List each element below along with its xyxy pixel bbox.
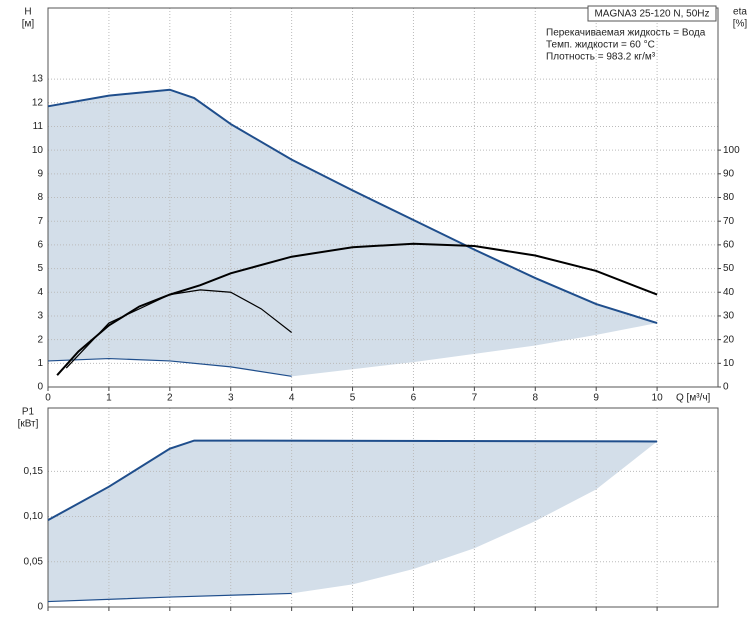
x-tick-label: 10	[652, 393, 664, 404]
y-axis-unit: [м]	[22, 19, 35, 30]
y2-tick-label: 50	[723, 263, 735, 274]
y2-tick-label: 80	[723, 192, 735, 203]
info-text: MAGNA3 25-120 N, 50Hz	[594, 9, 709, 20]
x-tick-label: 2	[167, 393, 173, 404]
curve	[47, 357, 292, 377]
y-tick-label: 3	[37, 311, 43, 322]
y-tick-label: 12	[32, 97, 44, 108]
info-box	[587, 5, 717, 22]
y-tick-label: 0,10	[24, 511, 44, 522]
y-tick-label: 0	[37, 602, 43, 613]
y-tick-label: 6	[37, 240, 43, 251]
curve	[65, 289, 293, 369]
y2-axis-unit: [%]	[733, 19, 748, 30]
y2-axis-label: eta	[733, 7, 747, 18]
y2-tick-label: 90	[723, 168, 735, 179]
x-tick-label: 3	[228, 393, 234, 404]
x-axis-label: Q [м³/ч]	[676, 393, 711, 404]
y-tick-label: 13	[32, 74, 44, 85]
y-tick-label: 7	[37, 216, 43, 227]
plot-frame	[47, 7, 719, 388]
x-tick-label: 0	[45, 393, 51, 404]
y-tick-label: 4	[37, 287, 43, 298]
y-tick-label: 0	[37, 382, 43, 393]
y-tick-label: 11	[33, 121, 44, 132]
curve	[47, 439, 658, 522]
y-axis-unit: [кВт]	[18, 419, 39, 430]
y2-tick-label: 70	[723, 216, 735, 227]
y2-tick-label: 0	[723, 382, 729, 393]
x-tick-label: 4	[289, 393, 295, 404]
plot-frame	[47, 407, 719, 608]
x-tick-label: 7	[472, 393, 478, 404]
info-text: Перекачиваемая жидкость = Вода	[546, 28, 706, 39]
y-tick-label: 0,15	[24, 466, 44, 477]
y2-tick-label: 10	[723, 358, 735, 369]
y-tick-label: 9	[37, 168, 43, 179]
curve	[47, 88, 658, 324]
x-tick-label: 8	[532, 393, 538, 404]
y-axis-label: P1	[22, 407, 35, 418]
y2-tick-label: 30	[723, 311, 735, 322]
info-text: Темп. жидкости = 60 °C	[546, 40, 655, 51]
y-tick-label: 1	[37, 358, 43, 369]
curve	[56, 242, 658, 376]
y2-tick-label: 40	[723, 287, 735, 298]
info-text: Плотность = 983.2 кг/м³	[546, 52, 656, 63]
y2-tick-label: 100	[723, 145, 740, 156]
x-tick-label: 6	[411, 393, 417, 404]
x-tick-label: 5	[350, 393, 356, 404]
y-tick-label: 10	[32, 145, 44, 156]
y2-tick-label: 20	[723, 334, 735, 345]
y-tick-label: 8	[37, 192, 43, 203]
x-tick-label: 9	[593, 393, 599, 404]
y2-tick-label: 60	[723, 240, 735, 251]
x-tick-label: 1	[106, 393, 112, 404]
y-tick-label: 2	[37, 334, 43, 345]
curve	[47, 592, 292, 603]
y-axis-label: H	[24, 7, 31, 18]
operating-area	[48, 440, 658, 602]
y-tick-label: 0,05	[24, 556, 44, 567]
y-tick-label: 5	[37, 263, 43, 274]
